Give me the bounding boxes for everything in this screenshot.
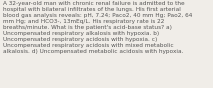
Text: A 32-year-old man with chronic renal failure is admitted to the
hospital with bi: A 32-year-old man with chronic renal fai… bbox=[3, 1, 192, 54]
